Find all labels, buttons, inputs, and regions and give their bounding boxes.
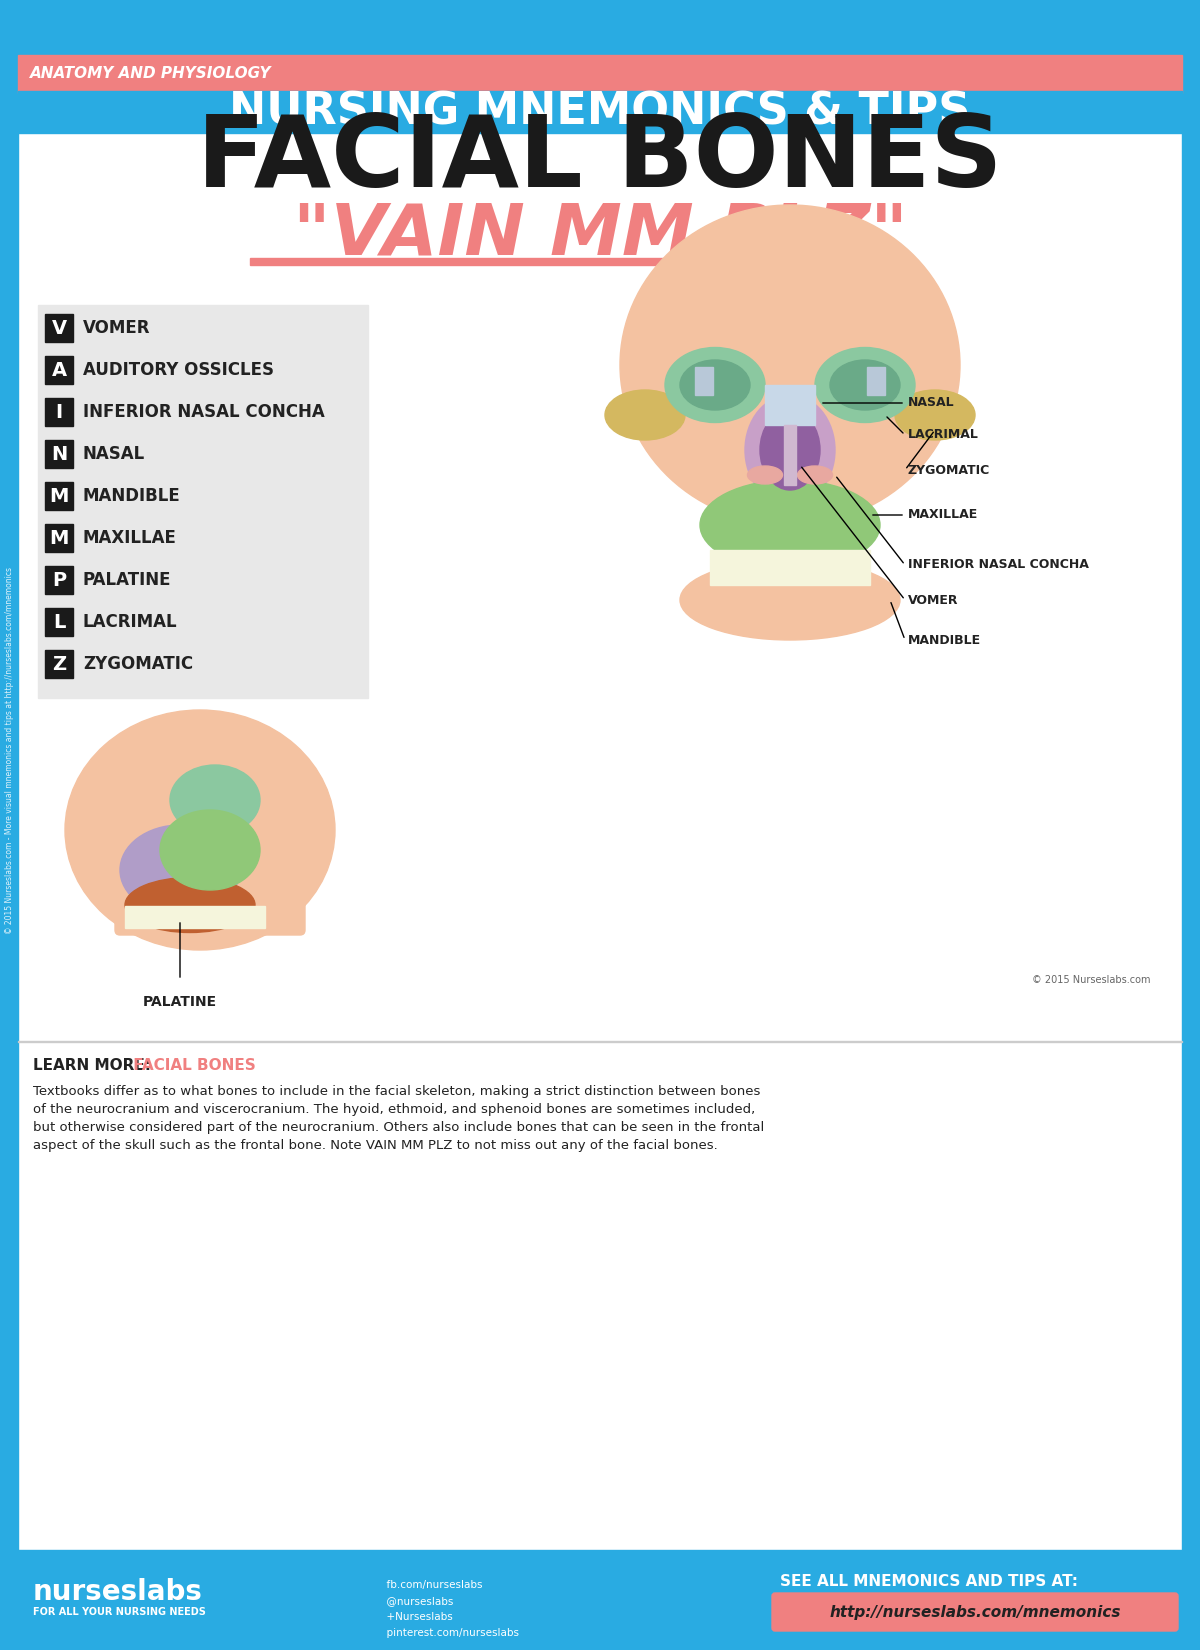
Ellipse shape — [895, 389, 974, 441]
Text: MANDIBLE: MANDIBLE — [83, 487, 181, 505]
Text: nurseslabs: nurseslabs — [34, 1577, 203, 1605]
Text: © 2015 Nurseslabs.com - More visual mnemonics and tips at http://nurseslabs.com/: © 2015 Nurseslabs.com - More visual mnem… — [6, 566, 14, 934]
Ellipse shape — [170, 766, 260, 835]
Bar — [695, 366, 713, 394]
FancyBboxPatch shape — [772, 1592, 1178, 1630]
Text: NASAL: NASAL — [908, 396, 955, 409]
Text: LEARN MORE:: LEARN MORE: — [34, 1058, 151, 1072]
Text: ANATOMY AND PHYSIOLOGY: ANATOMY AND PHYSIOLOGY — [30, 66, 271, 81]
Bar — [46, 482, 73, 510]
Text: Z: Z — [52, 655, 66, 673]
Ellipse shape — [815, 348, 916, 422]
Bar — [46, 314, 73, 342]
Text: FOR ALL YOUR NURSING NEEDS: FOR ALL YOUR NURSING NEEDS — [34, 1607, 206, 1617]
Text: A: A — [52, 360, 66, 380]
Bar — [46, 356, 73, 384]
Text: MAXILLAE: MAXILLAE — [83, 530, 176, 548]
Text: +Nurseslabs: +Nurseslabs — [380, 1612, 452, 1622]
Ellipse shape — [665, 348, 766, 422]
Bar — [866, 366, 886, 394]
Text: SEE ALL MNEMONICS AND TIPS AT:: SEE ALL MNEMONICS AND TIPS AT: — [780, 1574, 1078, 1589]
Bar — [710, 549, 870, 586]
Text: @nurseslabs: @nurseslabs — [380, 1596, 454, 1605]
Text: P: P — [52, 571, 66, 589]
Bar — [784, 426, 796, 485]
Bar — [0, 1549, 1200, 1650]
Text: I: I — [55, 403, 62, 421]
Text: INFERIOR NASAL CONCHA: INFERIOR NASAL CONCHA — [908, 558, 1088, 571]
Ellipse shape — [700, 480, 880, 569]
Text: NASAL: NASAL — [83, 446, 145, 464]
Bar — [46, 566, 73, 594]
Bar — [46, 441, 73, 469]
Text: PALATINE: PALATINE — [143, 995, 217, 1010]
Text: http://nurseslabs.com/mnemonics: http://nurseslabs.com/mnemonics — [829, 1604, 1121, 1620]
Text: ZYGOMATIC: ZYGOMATIC — [83, 655, 193, 673]
Text: AUDITORY OSSICLES: AUDITORY OSSICLES — [83, 361, 274, 380]
Bar — [46, 525, 73, 553]
Text: ZYGOMATIC: ZYGOMATIC — [908, 464, 990, 477]
Ellipse shape — [620, 205, 960, 525]
Text: © 2015 Nurseslabs.com: © 2015 Nurseslabs.com — [1032, 975, 1150, 985]
Ellipse shape — [760, 409, 820, 490]
Text: pinterest.com/nurseslabs: pinterest.com/nurseslabs — [380, 1629, 520, 1638]
Text: "VAIN MM PLZ": "VAIN MM PLZ" — [293, 201, 907, 269]
Ellipse shape — [120, 825, 240, 916]
Ellipse shape — [160, 810, 260, 889]
Ellipse shape — [65, 710, 335, 950]
Bar — [46, 398, 73, 426]
Bar — [38, 305, 368, 698]
Text: FACIAL BONES: FACIAL BONES — [197, 112, 1003, 208]
Bar — [18, 112, 1182, 1549]
Bar — [46, 607, 73, 635]
FancyBboxPatch shape — [115, 855, 305, 936]
Text: VOMER: VOMER — [83, 318, 150, 337]
Text: VOMER: VOMER — [908, 594, 959, 607]
Bar — [1182, 112, 1200, 1549]
Bar — [46, 650, 73, 678]
Ellipse shape — [605, 389, 685, 441]
Text: fb.com/nurseslabs: fb.com/nurseslabs — [380, 1581, 482, 1591]
Text: MANDIBLE: MANDIBLE — [908, 634, 982, 647]
Text: N: N — [50, 444, 67, 464]
Text: LACRIMAL: LACRIMAL — [908, 429, 979, 442]
Text: Textbooks differ as to what bones to include in the facial skeleton, making a st: Textbooks differ as to what bones to inc… — [34, 1086, 764, 1152]
Text: L: L — [53, 612, 65, 632]
Text: V: V — [52, 318, 66, 338]
Text: PALATINE: PALATINE — [83, 571, 172, 589]
Text: M: M — [49, 528, 68, 548]
Bar — [250, 257, 750, 266]
Text: MAXILLAE: MAXILLAE — [908, 508, 978, 521]
Bar — [766, 384, 815, 426]
Ellipse shape — [125, 878, 256, 932]
Bar — [125, 906, 265, 927]
Bar — [0, 112, 18, 1549]
Ellipse shape — [680, 559, 900, 640]
Bar — [18, 54, 1182, 92]
Ellipse shape — [745, 394, 835, 505]
Text: M: M — [49, 487, 68, 505]
Ellipse shape — [798, 465, 833, 483]
Text: NURSING MNEMONICS & TIPS: NURSING MNEMONICS & TIPS — [229, 91, 971, 134]
Ellipse shape — [680, 360, 750, 409]
Text: LACRIMAL: LACRIMAL — [83, 614, 178, 630]
Bar — [18, 91, 1182, 134]
Text: INFERIOR NASAL CONCHA: INFERIOR NASAL CONCHA — [83, 403, 325, 421]
Ellipse shape — [830, 360, 900, 409]
Text: FACIAL BONES: FACIAL BONES — [128, 1058, 256, 1072]
Ellipse shape — [748, 465, 782, 483]
